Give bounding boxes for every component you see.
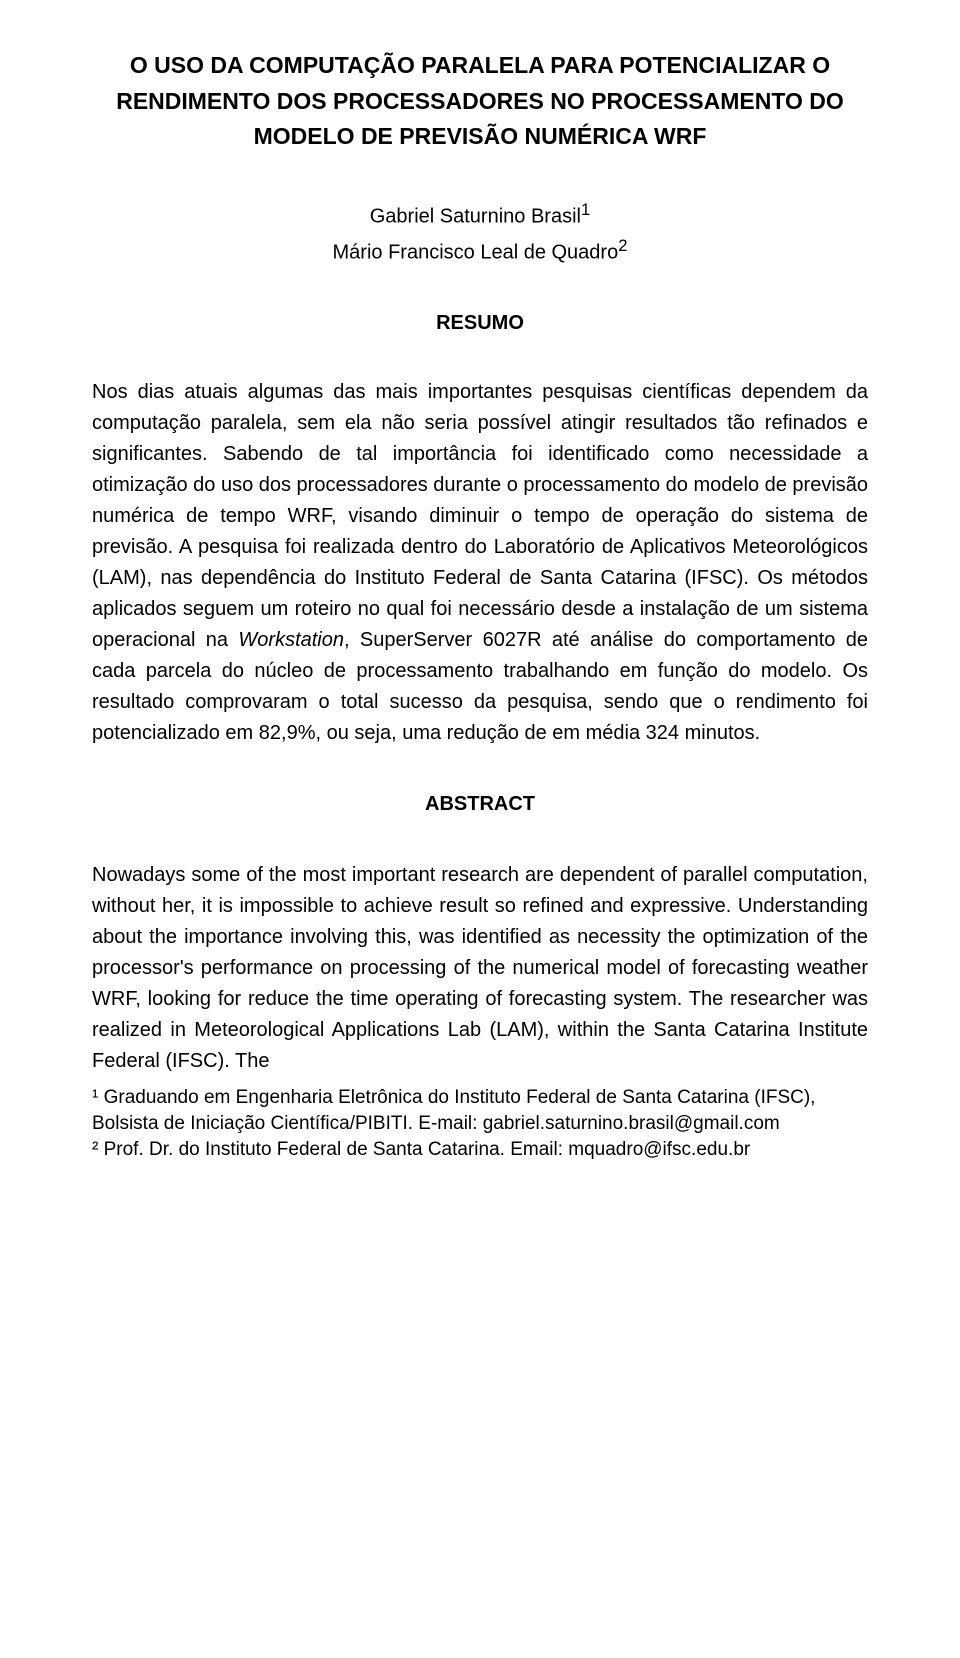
heading-abstract: ABSTRACT bbox=[92, 793, 868, 816]
footnote-1: ¹ Graduando em Engenharia Eletrônica do … bbox=[92, 1085, 868, 1136]
authors-block: Gabriel Saturnino Brasil1 Mário Francisc… bbox=[92, 197, 868, 268]
author-1-sup: 1 bbox=[581, 200, 590, 219]
author-2-sup: 2 bbox=[618, 236, 627, 255]
footnote-2: ² Prof. Dr. do Instituto Federal de Sant… bbox=[92, 1137, 868, 1163]
heading-resumo: RESUMO bbox=[92, 312, 868, 335]
resumo-text-a: Nos dias atuais algumas das mais importa… bbox=[92, 381, 868, 651]
abstract-paragraph: Nowadays some of the most important rese… bbox=[92, 860, 868, 1077]
footnotes-block: ¹ Graduando em Engenharia Eletrônica do … bbox=[92, 1085, 868, 1162]
resumo-italic-word: Workstation bbox=[238, 629, 344, 651]
paper-title: O USO DA COMPUTAÇÃO PARALELA PARA POTENC… bbox=[92, 48, 868, 155]
author-1: Gabriel Saturnino Brasil bbox=[370, 206, 581, 228]
resumo-paragraph: Nos dias atuais algumas das mais importa… bbox=[92, 377, 868, 749]
author-2: Mário Francisco Leal de Quadro bbox=[333, 241, 619, 263]
